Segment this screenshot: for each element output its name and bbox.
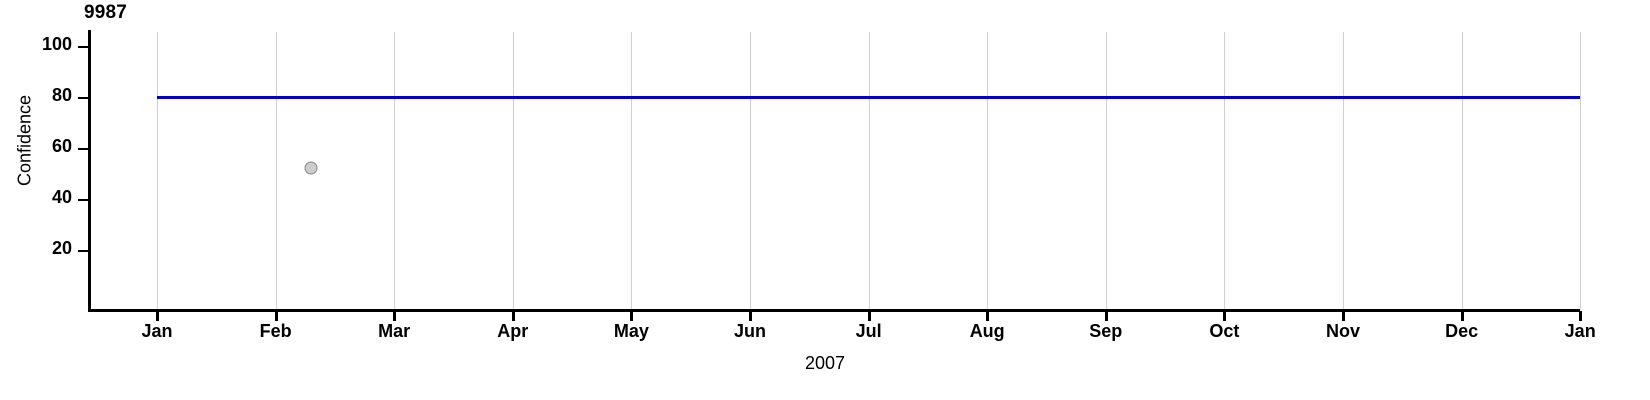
y-tick-mark xyxy=(78,46,89,48)
gridline xyxy=(275,32,277,309)
x-tick-mark xyxy=(1579,311,1583,321)
gridline xyxy=(1580,32,1582,309)
x-tick-label: Jan xyxy=(141,321,173,341)
x-tick-label: May xyxy=(613,321,649,341)
y-tick-label: 40 xyxy=(51,187,72,207)
x-tick-label: Apr xyxy=(497,321,529,341)
x-tick-label: Jan xyxy=(1564,321,1596,341)
gridline xyxy=(1461,32,1463,309)
gridline xyxy=(512,32,514,309)
y-tick-mark xyxy=(78,250,89,252)
x-tick-mark xyxy=(274,311,278,321)
y-tick-label: 60 xyxy=(51,136,72,156)
gridline xyxy=(1343,32,1344,309)
x-tick-mark xyxy=(1460,311,1464,321)
gridline xyxy=(868,32,870,309)
gridline xyxy=(631,32,633,309)
x-tick-mark xyxy=(1342,311,1345,321)
gridline xyxy=(1224,32,1226,309)
x-tick-label: Nov xyxy=(1325,321,1361,341)
x-tick-label: Jun xyxy=(733,321,767,341)
y-tick-mark xyxy=(78,148,89,150)
y-tick-label: 100 xyxy=(41,34,72,54)
y-tick-mark xyxy=(78,199,89,201)
x-tick-label: Aug xyxy=(969,321,1005,341)
x-tick-mark xyxy=(867,311,871,321)
y-axis-label: Confidence xyxy=(14,94,35,187)
x-tick-mark xyxy=(986,311,990,321)
x-tick-label: Dec xyxy=(1445,321,1479,341)
x-tick-label: Oct xyxy=(1209,321,1240,341)
x-tick-label: Jul xyxy=(855,321,882,341)
y-tick-mark xyxy=(78,97,89,99)
gridline xyxy=(157,32,158,309)
x-axis-line xyxy=(88,309,1580,312)
gridline xyxy=(750,32,751,309)
y-axis-line xyxy=(88,30,91,312)
x-tick-label: Mar xyxy=(378,321,411,341)
x-tick-label: Feb xyxy=(259,321,292,341)
gridline xyxy=(394,32,396,309)
x-tick-mark xyxy=(1104,311,1108,321)
chart-title: 9987 xyxy=(84,2,128,23)
data-point[interactable] xyxy=(304,161,318,175)
x-tick-mark xyxy=(393,311,397,321)
x-tick-mark xyxy=(1223,311,1227,321)
gridline xyxy=(987,32,989,309)
x-tick-mark xyxy=(630,311,634,321)
x-axis-label: 2007 xyxy=(804,353,846,373)
x-tick-mark xyxy=(749,311,752,321)
y-tick-label: 80 xyxy=(51,85,72,105)
y-tick-label: 20 xyxy=(51,238,72,258)
reference-line xyxy=(157,96,1581,99)
x-tick-mark xyxy=(511,311,515,321)
x-tick-mark xyxy=(156,311,159,321)
x-tick-label: Sep xyxy=(1089,321,1123,341)
gridline xyxy=(1105,32,1107,309)
